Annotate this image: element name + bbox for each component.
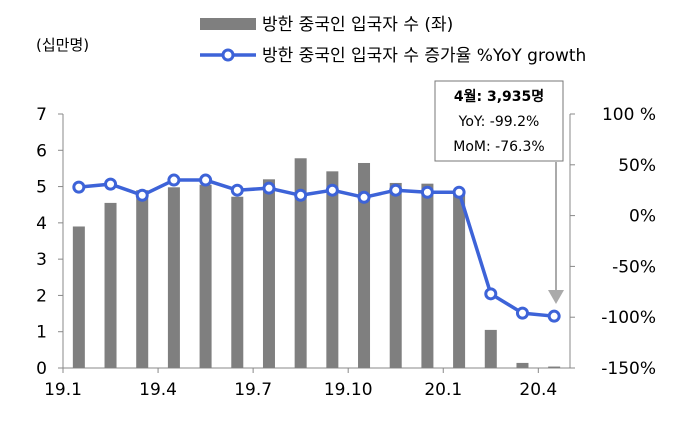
- legend-line-marker: [221, 48, 235, 62]
- growth-point: [452, 185, 466, 199]
- legend-bar-label: 방한 중국인 입국자 수 (좌): [262, 15, 453, 35]
- x-axis-ticks: 19.1 19.4 19.7 19.10 20.1 20.4: [44, 368, 557, 400]
- legend: 방한 중국인 입국자 수 (좌) 방한 중국인 입국자 수 증가율 %YoY g…: [200, 15, 586, 66]
- bar: [72, 226, 85, 368]
- x-tick-label: 19.7: [234, 380, 272, 400]
- bar: [389, 182, 402, 368]
- growth-point: [547, 309, 561, 323]
- annotation-box: [434, 80, 564, 162]
- bar: [231, 196, 244, 368]
- bar: [453, 193, 466, 368]
- growth-point: [389, 183, 403, 197]
- growth-point: [357, 190, 371, 204]
- x-tick-label: 19.4: [139, 380, 177, 400]
- bar: [358, 162, 371, 368]
- bar: [167, 187, 180, 368]
- legend-line-label: 방한 중국인 입국자 수 증가율 %YoY growth: [262, 46, 586, 66]
- x-tick-label: 20.1: [424, 380, 462, 400]
- growth-point: [262, 181, 276, 195]
- annotation-callout: 4월: 3,935명 YoY: -99.2% MoM: -76.3%: [434, 80, 564, 304]
- growth-point: [294, 188, 308, 202]
- bar: [516, 362, 529, 368]
- left-tick-label: 4: [36, 214, 47, 234]
- growth-point: [420, 185, 434, 199]
- growth-point: [325, 183, 339, 197]
- left-tick-label: 5: [36, 178, 47, 198]
- annotation-arrow-head: [548, 290, 564, 304]
- growth-point: [199, 173, 213, 187]
- bar: [199, 184, 212, 368]
- bar: [136, 190, 149, 368]
- left-tick-label: 3: [36, 250, 47, 270]
- growth-point: [230, 183, 244, 197]
- growth-point: [72, 180, 86, 194]
- x-tick-label: 19.10: [324, 380, 373, 400]
- left-axis-ticks: 0 1 2 3 4 5 6 7: [36, 105, 63, 379]
- left-axis-unit-label: (십만명): [36, 36, 89, 54]
- annotation-mom: MoM: -76.3%: [453, 139, 544, 155]
- growth-point: [167, 173, 181, 187]
- growth-point: [515, 306, 529, 320]
- bar: [294, 158, 307, 368]
- x-tick-label: 20.4: [519, 380, 557, 400]
- right-tick-label: 100 %: [602, 105, 656, 125]
- annotation-yoy: YoY: -99.2%: [458, 114, 540, 130]
- right-tick-label: 50%: [618, 156, 656, 176]
- left-tick-label: 1: [36, 323, 47, 343]
- bar: [326, 171, 339, 368]
- right-tick-label: 0%: [629, 207, 656, 227]
- bar-series: [72, 158, 561, 368]
- line-series: [72, 173, 561, 323]
- annotation-title: 4월: 3,935명: [454, 88, 544, 105]
- bar: [104, 202, 117, 368]
- growth-line: [78, 178, 555, 318]
- growth-point: [484, 287, 498, 301]
- bar: [484, 329, 497, 368]
- bar: [262, 179, 275, 368]
- legend-bar-swatch: [200, 18, 256, 30]
- left-tick-label: 6: [36, 141, 47, 161]
- bar: [548, 366, 561, 368]
- left-tick-label: 0: [36, 359, 47, 379]
- left-tick-label: 2: [36, 286, 47, 306]
- right-axis-ticks: -150% -100% -50% 0% 50% 100 %: [570, 105, 656, 379]
- bar: [421, 183, 434, 368]
- right-tick-label: -50%: [612, 257, 656, 277]
- x-tick-label: 19.1: [44, 380, 82, 400]
- left-tick-label: 7: [36, 105, 47, 125]
- right-tick-label: -100%: [601, 308, 656, 328]
- growth-point: [104, 177, 118, 191]
- right-tick-label: -150%: [601, 359, 656, 379]
- growth-point: [135, 188, 149, 202]
